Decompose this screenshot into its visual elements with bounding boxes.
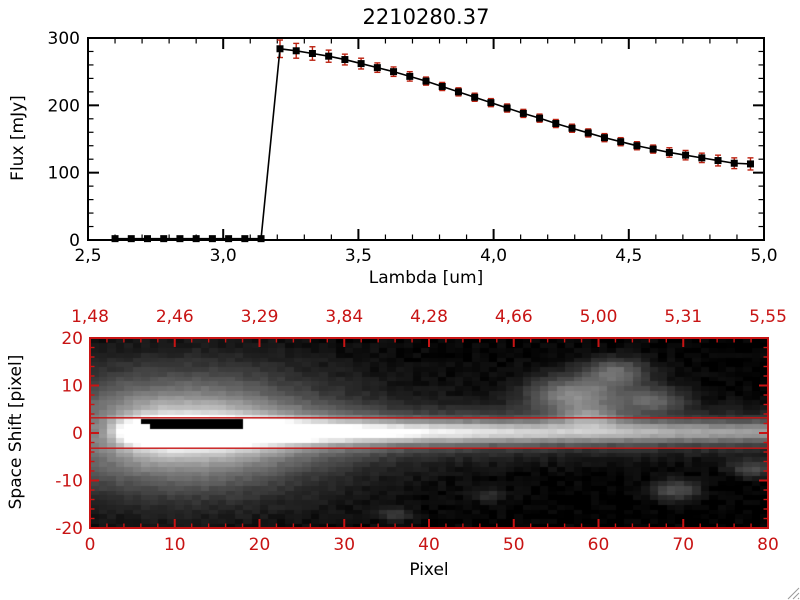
svg-text:200: 200 [48, 96, 80, 116]
svg-text:4,28: 4,28 [410, 307, 448, 327]
svg-text:10: 10 [164, 535, 186, 555]
spectral-image-canvas [90, 338, 768, 528]
space-shift-axis-label: Space Shift [pixel] [6, 354, 26, 510]
svg-text:30: 30 [333, 535, 355, 555]
svg-text:20: 20 [61, 329, 83, 349]
svg-text:3,84: 3,84 [325, 307, 363, 327]
svg-text:300: 300 [48, 29, 80, 49]
aperture-lines [90, 417, 768, 449]
svg-text:-20: -20 [55, 519, 83, 539]
svg-text:4,5: 4,5 [615, 246, 642, 266]
plot-title: 2210280.37 [362, 5, 490, 29]
svg-text:5,31: 5,31 [664, 307, 702, 327]
svg-text:3,0: 3,0 [210, 246, 237, 266]
svg-text:1,48: 1,48 [71, 307, 109, 327]
image-x-tick-labels: 0 10 20 30 40 50 60 70 80 [85, 535, 779, 555]
svg-text:5,55: 5,55 [749, 307, 787, 327]
svg-text:0: 0 [72, 424, 83, 444]
spectrum-y-tick-labels: 0 100 200 300 [48, 29, 80, 251]
svg-text:70: 70 [672, 535, 694, 555]
svg-text:3,29: 3,29 [241, 307, 279, 327]
svg-text:0: 0 [85, 535, 96, 555]
image-frame [89, 337, 769, 529]
svg-text:0: 0 [69, 231, 80, 251]
svg-text:3,5: 3,5 [345, 246, 372, 266]
wavelength-top-labels: 1,48 2,46 3,29 3,84 4,28 4,66 5,00 5,31 5,55 [71, 307, 787, 327]
svg-text:2,5: 2,5 [74, 246, 101, 266]
resize-grip[interactable] [784, 584, 800, 600]
spectrum-frame [87, 37, 765, 241]
svg-text:5,0: 5,0 [750, 246, 777, 266]
spectrum-x-tick-labels: 2,5 3,0 3,5 4,0 4,5 5,0 [74, 246, 777, 266]
svg-text:60: 60 [588, 535, 610, 555]
svg-text:50: 50 [503, 535, 525, 555]
svg-text:80: 80 [757, 535, 779, 555]
svg-text:4,66: 4,66 [495, 307, 533, 327]
pixel-axis-label: Pixel [409, 560, 449, 580]
spectrum-markers [111, 45, 754, 243]
svg-text:10: 10 [61, 377, 83, 397]
image-ticks [89, 337, 769, 529]
lambda-axis-label: Lambda [um] [368, 268, 484, 288]
svg-text:100: 100 [48, 164, 80, 184]
spectrum-ticks [87, 37, 765, 241]
svg-text:4,0: 4,0 [480, 246, 507, 266]
svg-text:5,00: 5,00 [580, 307, 618, 327]
svg-text:40: 40 [418, 535, 440, 555]
image-y-tick-labels: -20 -10 0 10 20 [55, 329, 83, 539]
svg-text:2,46: 2,46 [156, 307, 194, 327]
svg-text:-10: -10 [55, 472, 83, 492]
svg-text:20: 20 [249, 535, 271, 555]
spectrum-errorbars [112, 39, 754, 242]
spectrum-line [115, 47, 751, 240]
